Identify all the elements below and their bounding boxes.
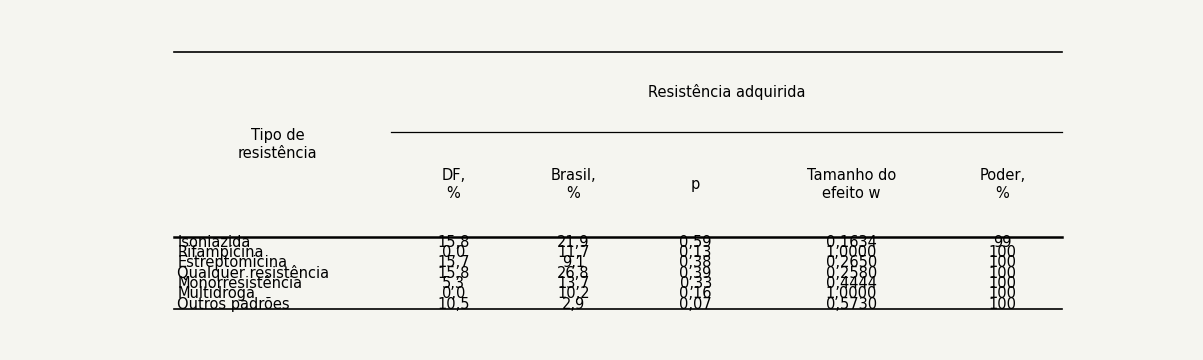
Text: 2,9: 2,9: [562, 297, 585, 312]
Text: 21,9: 21,9: [557, 235, 589, 250]
Text: 0,33: 0,33: [680, 276, 712, 291]
Text: Multidroga: Multidroga: [177, 286, 255, 301]
Text: 13,7: 13,7: [557, 276, 589, 291]
Text: Outros padrões: Outros padrões: [177, 297, 290, 312]
Text: 0,2650: 0,2650: [825, 256, 877, 270]
Text: 100: 100: [988, 245, 1017, 260]
Text: 0,2580: 0,2580: [825, 266, 877, 281]
Text: 0,4444: 0,4444: [825, 276, 877, 291]
Text: 0,13: 0,13: [680, 245, 712, 260]
Text: 5,3: 5,3: [442, 276, 466, 291]
Text: Estreptomicina: Estreptomicina: [177, 256, 288, 270]
Text: Tipo de
resistência: Tipo de resistência: [238, 128, 318, 161]
Text: 10,2: 10,2: [557, 286, 589, 301]
Text: 0,1634: 0,1634: [825, 235, 877, 250]
Text: 9,1: 9,1: [562, 256, 585, 270]
Text: 0,59: 0,59: [680, 235, 712, 250]
Text: 0,0: 0,0: [442, 245, 466, 260]
Text: 0,38: 0,38: [680, 256, 712, 270]
Text: 0,5730: 0,5730: [825, 297, 877, 312]
Text: Resistência adquirida: Resistência adquirida: [648, 84, 806, 100]
Text: 100: 100: [988, 276, 1017, 291]
Text: 26,8: 26,8: [557, 266, 589, 281]
Text: Qualquer resistência: Qualquer resistência: [177, 265, 330, 281]
Text: 99: 99: [992, 235, 1012, 250]
Text: 100: 100: [988, 297, 1017, 312]
Text: Rifampicina: Rifampicina: [177, 245, 263, 260]
Text: Brasil,
%: Brasil, %: [551, 168, 597, 201]
Text: 1,0000: 1,0000: [825, 245, 877, 260]
Text: 15,7: 15,7: [438, 256, 470, 270]
Text: 0,39: 0,39: [680, 266, 712, 281]
Text: 15,8: 15,8: [438, 266, 469, 281]
Text: 1,0000: 1,0000: [825, 286, 877, 301]
Text: Poder,
%: Poder, %: [979, 168, 1025, 201]
Text: 11,7: 11,7: [557, 245, 589, 260]
Text: 100: 100: [988, 256, 1017, 270]
Text: Monorresistência: Monorresistência: [177, 276, 302, 291]
Text: DF,
%: DF, %: [442, 168, 466, 201]
Text: 0,0: 0,0: [442, 286, 466, 301]
Text: 100: 100: [988, 286, 1017, 301]
Text: Isoniazida: Isoniazida: [177, 235, 250, 250]
Text: Tamanho do
efeito w: Tamanho do efeito w: [806, 168, 896, 201]
Text: p: p: [691, 177, 700, 192]
Text: 100: 100: [988, 266, 1017, 281]
Text: 0,07: 0,07: [680, 297, 712, 312]
Text: 15,8: 15,8: [438, 235, 469, 250]
Text: 10,5: 10,5: [438, 297, 470, 312]
Text: 0,16: 0,16: [680, 286, 712, 301]
